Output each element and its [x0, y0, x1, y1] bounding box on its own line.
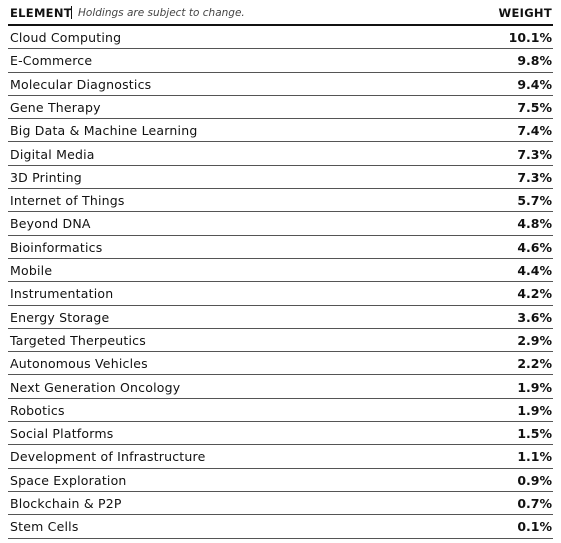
element-name: Internet of Things: [10, 193, 125, 209]
table-row: Cloud Computing 10.1%: [8, 26, 553, 50]
weight-value: 1.9%: [517, 379, 552, 395]
element-name: Energy Storage: [10, 309, 110, 325]
element-name: Social Platforms: [10, 426, 114, 442]
table-row: Blockchain & P2P 0.7%: [8, 492, 553, 516]
element-heading: ELEMENT: [10, 6, 72, 20]
element-name: Big Data & Machine Learning: [10, 123, 198, 139]
element-name: Development of Infrastructure: [10, 449, 206, 465]
table-row: Space Exploration 0.9%: [8, 469, 553, 492]
table-row: Robotics 1.9%: [8, 399, 553, 423]
table-row: Bioinformatics 4.6%: [8, 236, 553, 259]
table-row: Energy Storage 3.6%: [8, 306, 553, 329]
element-name: Molecular Diagnostics: [10, 76, 152, 92]
table-row: Beyond DNA 4.8%: [8, 212, 553, 236]
header-note: Holdings are subject to change.: [78, 7, 245, 19]
table-row: Next Generation Oncology 1.9%: [8, 376, 553, 399]
weight-value: 1.9%: [517, 402, 552, 418]
weight-value: 2.9%: [517, 332, 552, 348]
separator: [71, 6, 72, 19]
weight-value: 0.7%: [517, 496, 552, 511]
element-name: Stem Cells: [10, 519, 79, 535]
weight-value: 10.1%: [508, 30, 552, 45]
weight-value: 7.4%: [517, 123, 552, 139]
table-row: Development of Infrastructure 1.1%: [8, 445, 553, 469]
table-row: Autonomous Vehicles 2.2%: [8, 352, 553, 376]
element-name: Targeted Therpeutics: [10, 332, 146, 348]
table-row: Stem Cells 0.1%: [8, 515, 553, 539]
weight-value: 7.3%: [517, 146, 552, 162]
table-row: Social Platforms 1.5%: [8, 422, 553, 446]
weight-value: 4.2%: [517, 286, 552, 302]
table-row: Gene Therapy 7.5%: [8, 96, 553, 120]
weight-value: 9.4%: [517, 76, 552, 92]
weight-value: 4.6%: [517, 239, 552, 255]
table-row: Targeted Therpeutics 2.9%: [8, 329, 553, 353]
weight-value: 2.2%: [517, 356, 552, 372]
element-name: Next Generation Oncology: [10, 379, 181, 395]
table-row: Molecular Diagnostics 9.4%: [8, 73, 553, 96]
element-name: 3D Printing: [10, 169, 82, 185]
element-name: Bioinformatics: [10, 239, 103, 255]
weight-value: 1.1%: [517, 449, 552, 465]
element-name: Autonomous Vehicles: [10, 356, 148, 372]
table-row: Instrumentation 4.2%: [8, 282, 553, 306]
weight-value: 5.7%: [517, 193, 552, 209]
table-row: Digital Media 7.3%: [8, 143, 553, 166]
weight-value: 4.8%: [517, 216, 552, 232]
table-row: Internet of Things 5.7%: [8, 189, 553, 213]
table-row: Big Data & Machine Learning 7.4%: [8, 119, 553, 143]
table-row: E-Commerce 9.8%: [8, 49, 553, 73]
element-name: Robotics: [10, 402, 65, 418]
holdings-table: ELEMENT Holdings are subject to change. …: [8, 0, 553, 543]
element-name: Beyond DNA: [10, 216, 91, 232]
table-row: 3D Printing 7.3%: [8, 166, 553, 190]
weight-value: 9.8%: [517, 53, 552, 69]
table-header: ELEMENT Holdings are subject to change. …: [8, 0, 553, 26]
weight-value: 1.5%: [517, 426, 552, 442]
weight-value: 7.3%: [517, 169, 552, 185]
element-name: E-Commerce: [10, 53, 93, 69]
element-name: Mobile: [10, 263, 53, 278]
element-name: Gene Therapy: [10, 99, 101, 115]
element-name: Instrumentation: [10, 286, 114, 302]
element-name: Blockchain & P2P: [10, 496, 122, 511]
element-name: Digital Media: [10, 146, 95, 162]
weight-value: 0.1%: [517, 519, 552, 535]
weight-value: 4.4%: [517, 263, 552, 278]
table-row: Mobile 4.4%: [8, 259, 553, 283]
weight-value: 7.5%: [517, 99, 552, 115]
element-name: Space Exploration: [10, 472, 127, 488]
element-name: Cloud Computing: [10, 30, 122, 45]
weight-value: 3.6%: [517, 309, 552, 325]
weight-heading: WEIGHT: [498, 6, 552, 20]
weight-value: 0.9%: [517, 472, 552, 488]
